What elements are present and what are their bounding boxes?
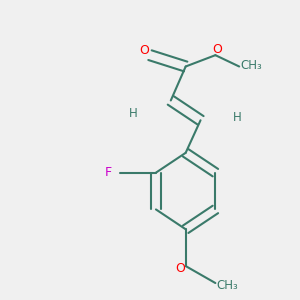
Text: F: F — [105, 166, 112, 179]
Text: H: H — [233, 111, 242, 124]
Text: O: O — [139, 44, 149, 57]
Text: O: O — [175, 262, 185, 275]
Text: O: O — [212, 43, 222, 56]
Text: CH₃: CH₃ — [240, 58, 262, 72]
Text: H: H — [129, 107, 138, 120]
Text: CH₃: CH₃ — [216, 279, 238, 292]
